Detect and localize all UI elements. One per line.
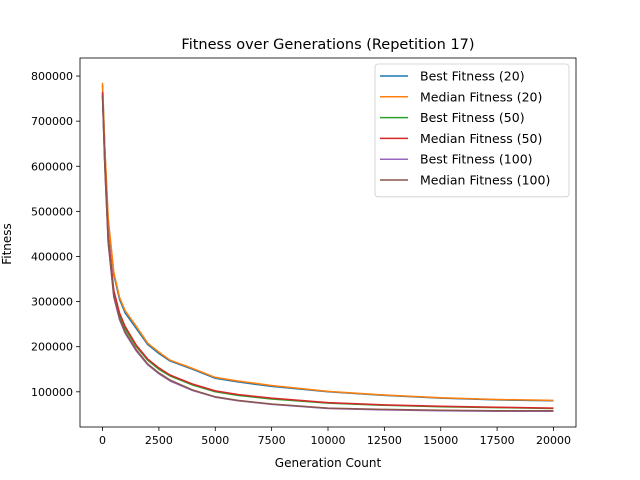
y-tick-label-0: 100000 (31, 386, 73, 399)
legend-label-2: Best Fitness (50) (420, 110, 525, 125)
x-axis-label: Generation Count (275, 456, 382, 470)
x-tick-label-3: 7500 (258, 434, 286, 447)
x-tick-label-4: 10000 (311, 434, 346, 447)
y-axis-label: Fitness (0, 223, 14, 265)
x-tick-label-2: 5000 (201, 434, 229, 447)
legend-label-1: Median Fitness (20) (420, 89, 542, 104)
x-tick-label-1: 2500 (145, 434, 173, 447)
x-tick-label-7: 17500 (480, 434, 515, 447)
x-tick-label-6: 15000 (423, 434, 458, 447)
y-tick-label-1: 200000 (31, 341, 73, 354)
y-tick-label-2: 300000 (31, 296, 73, 309)
legend: Best Fitness (20) Median Fitness (20) Best… (374, 63, 570, 198)
legend-label-0: Best Fitness (20) (420, 69, 525, 84)
series-line-1 (101, 82, 554, 402)
chart-title: Fitness over Generations (Repetition 17) (181, 37, 474, 53)
x-tick-label-5: 12500 (367, 434, 402, 447)
series-line-5 (101, 94, 554, 412)
x-tick-label-8: 20000 (536, 434, 571, 447)
y-tick-label-4: 500000 (31, 205, 73, 218)
legend-label-4: Best Fitness (100) (420, 152, 533, 167)
plot-area: 0 2500 5000 7500 10000 12500 15000 17500 20000 10… (31, 57, 577, 447)
y-tick-label-3: 400000 (31, 250, 73, 263)
legend-label-5: Median Fitness (100) (420, 173, 550, 188)
y-tick-label-7: 800000 (31, 70, 73, 83)
y-tick-label-5: 600000 (31, 160, 73, 173)
y-tick-label-6: 700000 (31, 115, 73, 128)
legend-box (374, 63, 570, 198)
legend-label-3: Median Fitness (50) (420, 131, 542, 146)
x-tick-label-0: 0 (99, 434, 106, 447)
